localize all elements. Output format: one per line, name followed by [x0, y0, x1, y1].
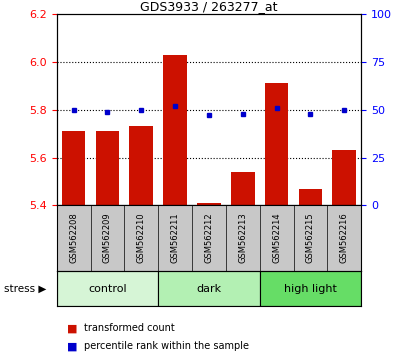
- Bar: [57, 271, 158, 306]
- Bar: [333, 150, 356, 205]
- Text: transformed count: transformed count: [84, 323, 175, 333]
- Text: GSM562216: GSM562216: [340, 213, 349, 263]
- Text: stress ▶: stress ▶: [4, 284, 47, 293]
- Text: ■: ■: [67, 323, 78, 333]
- Text: GSM562213: GSM562213: [238, 213, 247, 263]
- Text: percentile rank within the sample: percentile rank within the sample: [84, 341, 249, 351]
- Bar: [197, 203, 221, 205]
- Text: GSM562211: GSM562211: [171, 213, 180, 263]
- Text: ■: ■: [67, 341, 78, 351]
- Bar: [231, 172, 255, 205]
- Bar: [299, 189, 322, 205]
- Text: high light: high light: [284, 284, 337, 293]
- Bar: [158, 271, 260, 306]
- Text: GSM562214: GSM562214: [272, 213, 281, 263]
- Bar: [62, 131, 85, 205]
- Text: control: control: [88, 284, 127, 293]
- Text: GSM562212: GSM562212: [205, 213, 213, 263]
- Bar: [163, 55, 187, 205]
- Text: GSM562215: GSM562215: [306, 213, 315, 263]
- Text: GSM562209: GSM562209: [103, 213, 112, 263]
- Text: GSM562210: GSM562210: [137, 213, 146, 263]
- Title: GDS3933 / 263277_at: GDS3933 / 263277_at: [140, 0, 278, 13]
- Bar: [96, 131, 119, 205]
- Bar: [129, 126, 153, 205]
- Text: GSM562208: GSM562208: [69, 213, 78, 263]
- Bar: [265, 84, 289, 205]
- Bar: [260, 271, 361, 306]
- Text: dark: dark: [197, 284, 221, 293]
